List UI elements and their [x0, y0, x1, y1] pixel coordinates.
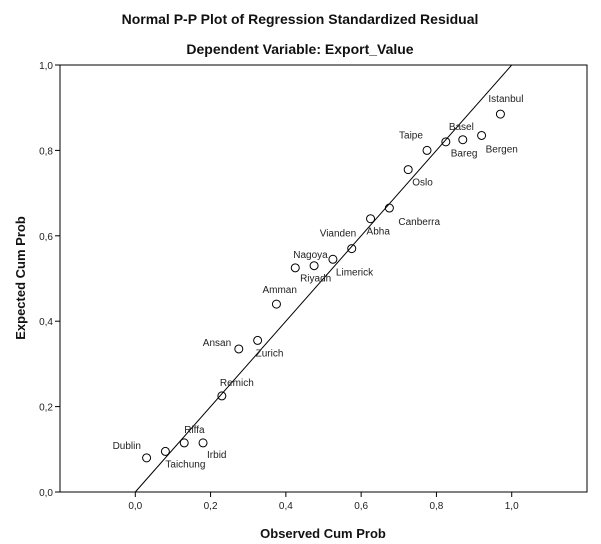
data-point-label: Ansan	[203, 338, 231, 349]
x-tick-label: 0,8	[429, 501, 443, 512]
data-point	[309, 261, 319, 271]
data-point-label: Taichung	[165, 459, 205, 470]
y-tick-label: 0,0	[39, 488, 53, 499]
data-point	[271, 299, 281, 309]
data-point-label: Oslo	[412, 178, 433, 189]
data-point-label: Riyadh	[300, 274, 331, 285]
data-point	[160, 446, 170, 456]
data-point-label: Abha	[367, 227, 391, 238]
x-tick-label: 0,4	[279, 501, 293, 512]
data-point	[366, 214, 376, 224]
data-point-label: Basel	[449, 122, 474, 133]
y-tick-label: 0,2	[39, 403, 53, 414]
x-tick-label: 1,0	[505, 501, 519, 512]
x-tick-label: 0,2	[204, 501, 218, 512]
data-point-label: Canberra	[398, 217, 440, 228]
reference-line	[134, 64, 513, 493]
data-point	[328, 254, 338, 264]
y-tick-label: 0,4	[39, 317, 53, 328]
data-point-label: Riffa	[184, 425, 205, 436]
data-point	[422, 145, 432, 155]
data-point	[441, 137, 451, 147]
data-points: Dublin Taichung Riffa Irbid Remich Ansan Zuric…	[113, 94, 524, 470]
y-axis-title: Expected Cum Prob	[13, 216, 28, 340]
data-point	[347, 244, 357, 254]
data-point	[217, 391, 227, 401]
data-point-label: Dublin	[113, 441, 141, 452]
data-point-label: Bergen	[486, 144, 518, 155]
x-tick-label: 0,0	[128, 501, 142, 512]
data-point	[253, 335, 263, 345]
plot-frame	[59, 64, 588, 493]
data-point	[458, 135, 468, 145]
y-tick-label: 1,0	[39, 61, 53, 72]
data-point	[142, 453, 152, 463]
data-point	[290, 263, 300, 273]
data-point	[477, 130, 487, 140]
data-point-label: Irbid	[207, 450, 226, 461]
data-point-label: Vianden	[320, 229, 357, 240]
data-point-label: Bareg	[451, 149, 478, 160]
data-point-label: Nagoya	[293, 250, 328, 261]
chart-title: Normal P-P Plot of Regression Standardiz…	[122, 11, 479, 27]
x-axis-title: Observed Cum Prob	[260, 526, 386, 541]
y-axis-ticks: 0,0 0,2 0,4 0,6 0,8 1,0	[39, 61, 60, 499]
plot-area: 0,0 0,2 0,4 0,6 0,8 1,0 0,0 0,2 0,4 0,6 0,8 1,0 Du…	[39, 61, 588, 512]
x-tick-label: 0,6	[354, 501, 368, 512]
data-point	[495, 109, 505, 119]
data-point	[179, 438, 189, 448]
data-point-label: Remich	[220, 378, 254, 389]
data-point-label: Istanbul	[488, 94, 523, 105]
chart-subtitle: Dependent Variable: Export_Value	[186, 41, 413, 57]
y-tick-label: 0,6	[39, 232, 53, 243]
data-point-label: Amman	[262, 285, 296, 296]
data-point	[234, 344, 244, 354]
data-point	[403, 165, 413, 175]
data-point	[198, 438, 208, 448]
data-point	[384, 203, 394, 213]
x-axis-ticks: 0,0 0,2 0,4 0,6 0,8 1,0	[128, 492, 519, 512]
data-point-label: Taipe	[399, 130, 423, 141]
y-tick-label: 0,8	[39, 146, 53, 157]
data-point-label: Zurich	[256, 348, 284, 359]
data-point-label: Limerick	[336, 267, 374, 278]
